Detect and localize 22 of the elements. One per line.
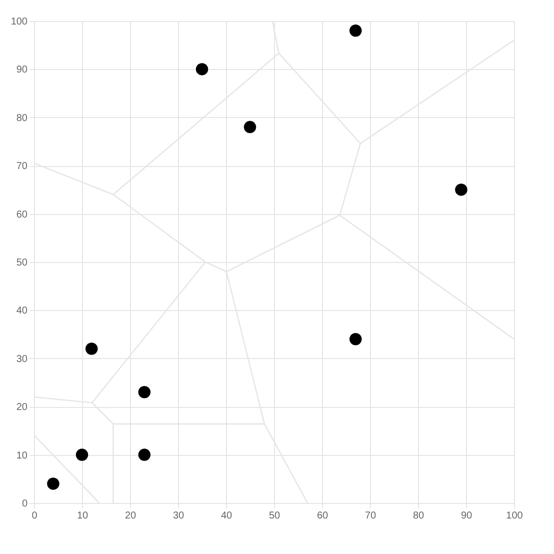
x-tick-label: 40: [220, 510, 232, 522]
x-tick-label: 50: [268, 510, 280, 522]
x-tick-label: 80: [412, 510, 424, 522]
y-tick-label: 90: [16, 64, 28, 76]
x-tick-label: 100: [506, 510, 524, 522]
x-tick-label: 30: [172, 510, 184, 522]
y-tick-label: 80: [16, 112, 28, 124]
y-tick-label: 0: [22, 498, 28, 510]
y-tick-label: 20: [16, 402, 28, 414]
y-tick-label: 50: [16, 258, 28, 268]
y-tick-label: 30: [16, 354, 28, 365]
y-tick-label: 60: [16, 209, 28, 220]
x-tick-label: 90: [460, 510, 472, 522]
y-tick-label: 10: [16, 450, 28, 462]
x-tick-label: 0: [32, 510, 38, 522]
y-tick-label: 100: [10, 16, 28, 28]
y-tick-label: 70: [16, 161, 28, 172]
x-tick-label: 20: [124, 510, 136, 522]
y-tick-label: 40: [16, 306, 28, 317]
x-tick-label: 60: [316, 510, 328, 522]
x-tick-label: 70: [364, 510, 376, 522]
x-tick-label: 10: [76, 510, 88, 522]
